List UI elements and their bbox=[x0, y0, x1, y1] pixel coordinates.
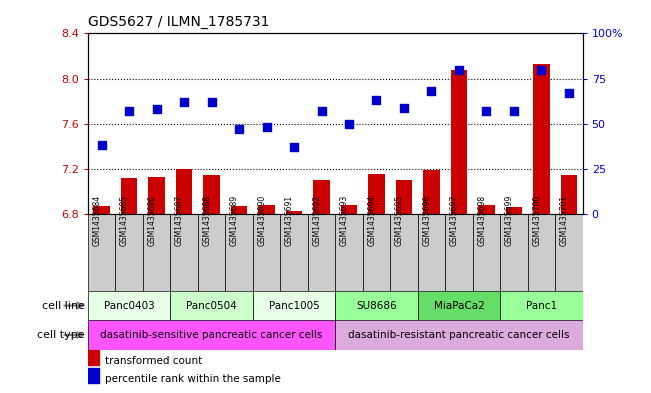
Text: cell type: cell type bbox=[37, 330, 85, 340]
Text: GSM1435699: GSM1435699 bbox=[505, 195, 514, 246]
Text: GSM1435693: GSM1435693 bbox=[340, 195, 349, 246]
Bar bbox=[93, 206, 110, 214]
Text: GSM1435698: GSM1435698 bbox=[477, 195, 486, 246]
Bar bbox=[528, 214, 555, 291]
Text: GSM1435691: GSM1435691 bbox=[285, 195, 294, 246]
Bar bbox=[506, 208, 522, 214]
Text: GSM1435700: GSM1435700 bbox=[533, 195, 542, 246]
Point bbox=[234, 126, 244, 132]
Text: GSM1435696: GSM1435696 bbox=[422, 195, 432, 246]
Bar bbox=[418, 214, 445, 291]
Bar bbox=[253, 291, 335, 320]
Point bbox=[289, 144, 299, 151]
Text: GSM1435687: GSM1435687 bbox=[175, 195, 184, 246]
Bar bbox=[555, 214, 583, 291]
Text: cell line: cell line bbox=[42, 301, 85, 310]
Bar bbox=[198, 214, 225, 291]
Bar bbox=[88, 367, 99, 383]
Bar bbox=[88, 320, 335, 350]
Bar bbox=[281, 214, 308, 291]
Bar bbox=[418, 291, 500, 320]
Bar bbox=[340, 205, 357, 214]
Bar bbox=[335, 291, 418, 320]
Text: GSM1435688: GSM1435688 bbox=[202, 195, 212, 246]
Bar bbox=[423, 170, 439, 214]
Bar bbox=[363, 214, 390, 291]
Point bbox=[316, 108, 327, 114]
Bar bbox=[500, 214, 528, 291]
Bar bbox=[171, 291, 253, 320]
Text: GSM1435686: GSM1435686 bbox=[148, 195, 157, 246]
Bar bbox=[313, 180, 330, 214]
Point bbox=[508, 108, 519, 114]
Bar bbox=[231, 206, 247, 214]
Bar bbox=[121, 178, 137, 214]
Text: transformed count: transformed count bbox=[105, 356, 202, 366]
Text: SU8686: SU8686 bbox=[356, 301, 397, 310]
Bar bbox=[286, 211, 302, 214]
Point bbox=[344, 121, 354, 127]
Text: GSM1435685: GSM1435685 bbox=[120, 195, 129, 246]
Bar bbox=[561, 174, 577, 214]
Text: MiaPaCa2: MiaPaCa2 bbox=[434, 301, 484, 310]
Point bbox=[206, 99, 217, 105]
Point bbox=[564, 90, 574, 96]
Bar bbox=[88, 349, 99, 365]
Text: GSM1435684: GSM1435684 bbox=[92, 195, 102, 246]
Bar bbox=[88, 214, 115, 291]
Bar bbox=[478, 205, 495, 214]
Text: GSM1435690: GSM1435690 bbox=[258, 195, 266, 246]
Bar bbox=[225, 214, 253, 291]
Bar bbox=[335, 214, 363, 291]
Text: percentile rank within the sample: percentile rank within the sample bbox=[105, 374, 281, 384]
Point bbox=[152, 106, 162, 112]
Bar bbox=[390, 214, 418, 291]
Bar bbox=[148, 177, 165, 214]
Text: dasatinib-resistant pancreatic cancer cells: dasatinib-resistant pancreatic cancer ce… bbox=[348, 330, 570, 340]
Point bbox=[124, 108, 134, 114]
Bar bbox=[473, 214, 500, 291]
Text: GSM1435694: GSM1435694 bbox=[368, 195, 376, 246]
Text: dasatinib-sensitive pancreatic cancer cells: dasatinib-sensitive pancreatic cancer ce… bbox=[100, 330, 323, 340]
Text: GSM1435695: GSM1435695 bbox=[395, 195, 404, 246]
Point bbox=[261, 124, 271, 130]
Point bbox=[371, 97, 381, 103]
Bar bbox=[396, 180, 412, 214]
Text: GSM1435701: GSM1435701 bbox=[560, 195, 569, 246]
Bar bbox=[500, 291, 583, 320]
Bar bbox=[258, 205, 275, 214]
Bar bbox=[253, 214, 281, 291]
Text: Panc0504: Panc0504 bbox=[186, 301, 237, 310]
Point bbox=[96, 142, 107, 149]
Bar bbox=[143, 214, 171, 291]
Bar bbox=[176, 169, 192, 214]
Bar bbox=[115, 214, 143, 291]
Bar bbox=[445, 214, 473, 291]
Bar bbox=[203, 174, 220, 214]
Point bbox=[536, 66, 547, 73]
Bar bbox=[533, 64, 549, 214]
Text: Panc1005: Panc1005 bbox=[269, 301, 320, 310]
Point bbox=[481, 108, 492, 114]
Point bbox=[426, 88, 437, 94]
Bar bbox=[368, 173, 385, 214]
Bar bbox=[308, 214, 335, 291]
Bar bbox=[450, 70, 467, 214]
Bar bbox=[88, 291, 171, 320]
Point bbox=[454, 66, 464, 73]
Bar bbox=[335, 320, 583, 350]
Text: Panc1: Panc1 bbox=[526, 301, 557, 310]
Text: GSM1435689: GSM1435689 bbox=[230, 195, 239, 246]
Point bbox=[179, 99, 189, 105]
Point bbox=[399, 105, 409, 111]
Text: GSM1435697: GSM1435697 bbox=[450, 195, 459, 246]
Bar bbox=[171, 214, 198, 291]
Text: Panc0403: Panc0403 bbox=[104, 301, 154, 310]
Text: GDS5627 / ILMN_1785731: GDS5627 / ILMN_1785731 bbox=[88, 15, 270, 29]
Text: GSM1435692: GSM1435692 bbox=[312, 195, 322, 246]
